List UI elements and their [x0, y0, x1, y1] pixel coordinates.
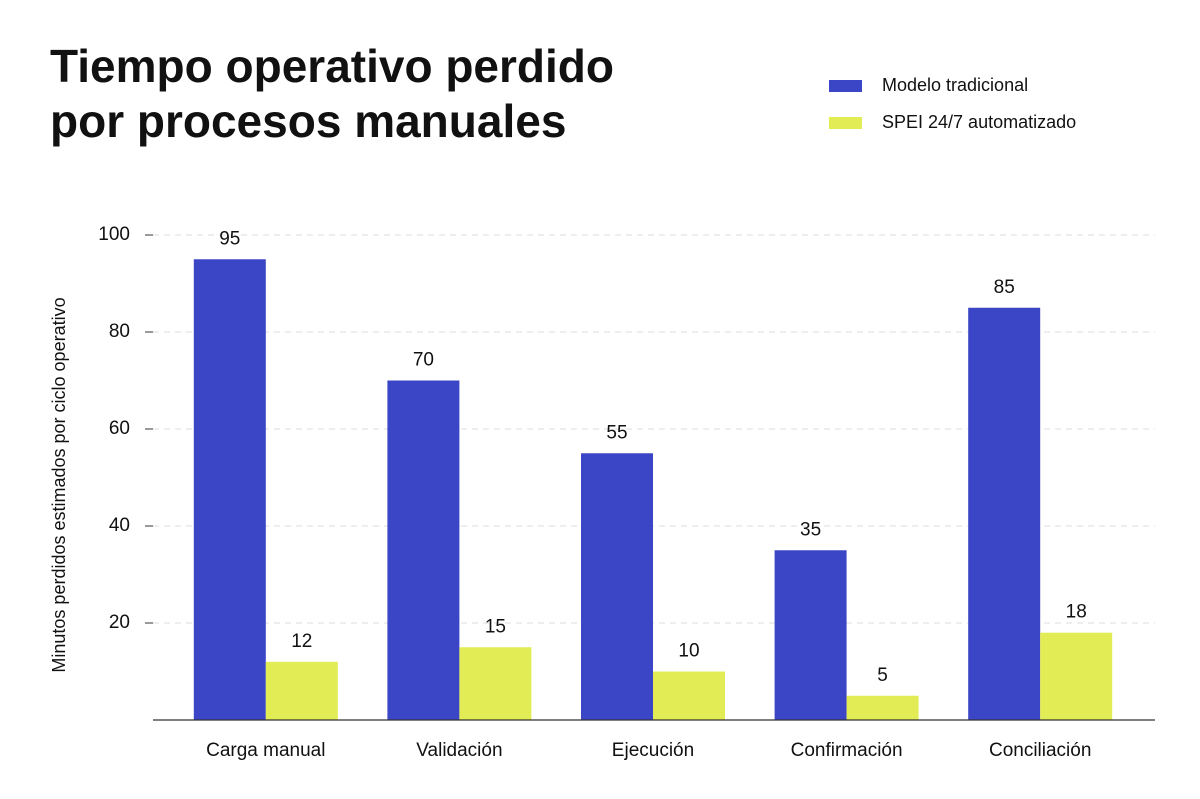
value-label: 35 [800, 519, 821, 540]
bar [265, 661, 338, 720]
x-tick-label: Carga manual [206, 740, 325, 761]
x-tick-label: Confirmación [791, 740, 903, 761]
chart-title: por procesos manuales [50, 95, 566, 147]
value-label: 95 [219, 228, 240, 249]
bar [387, 380, 460, 720]
bar [653, 671, 725, 720]
x-tick-label: Validación [416, 740, 502, 761]
x-tick-label: Conciliación [989, 740, 1091, 761]
value-label: 5 [877, 665, 888, 686]
bar [968, 307, 1041, 720]
bar [581, 453, 653, 720]
y-tick-label: 20 [109, 612, 130, 633]
value-label: 12 [291, 631, 312, 652]
legend-label: SPEI 24/7 automatizado [882, 112, 1076, 132]
value-label: 55 [606, 422, 627, 443]
y-tick-label: 60 [109, 418, 130, 439]
bar [459, 647, 532, 720]
y-tick-label: 40 [109, 515, 130, 536]
value-label: 18 [1066, 602, 1087, 623]
legend-swatch [829, 117, 862, 129]
bar [846, 695, 919, 720]
chart-title: Tiempo operativo perdido [50, 40, 614, 92]
value-label: 70 [413, 350, 434, 371]
legend-swatch [829, 80, 862, 92]
bar [774, 550, 847, 720]
y-tick-label: 80 [109, 321, 130, 342]
value-label: 15 [485, 616, 506, 637]
bar [1040, 632, 1113, 720]
y-axis-label: Minutos perdidos estimados por ciclo ope… [49, 297, 69, 672]
bar [193, 259, 266, 720]
legend-label: Modelo tradicional [882, 75, 1028, 95]
x-tick-label: Ejecución [612, 740, 694, 761]
value-label: 10 [678, 641, 699, 662]
y-tick-label: 100 [98, 224, 130, 245]
value-label: 85 [994, 277, 1015, 298]
